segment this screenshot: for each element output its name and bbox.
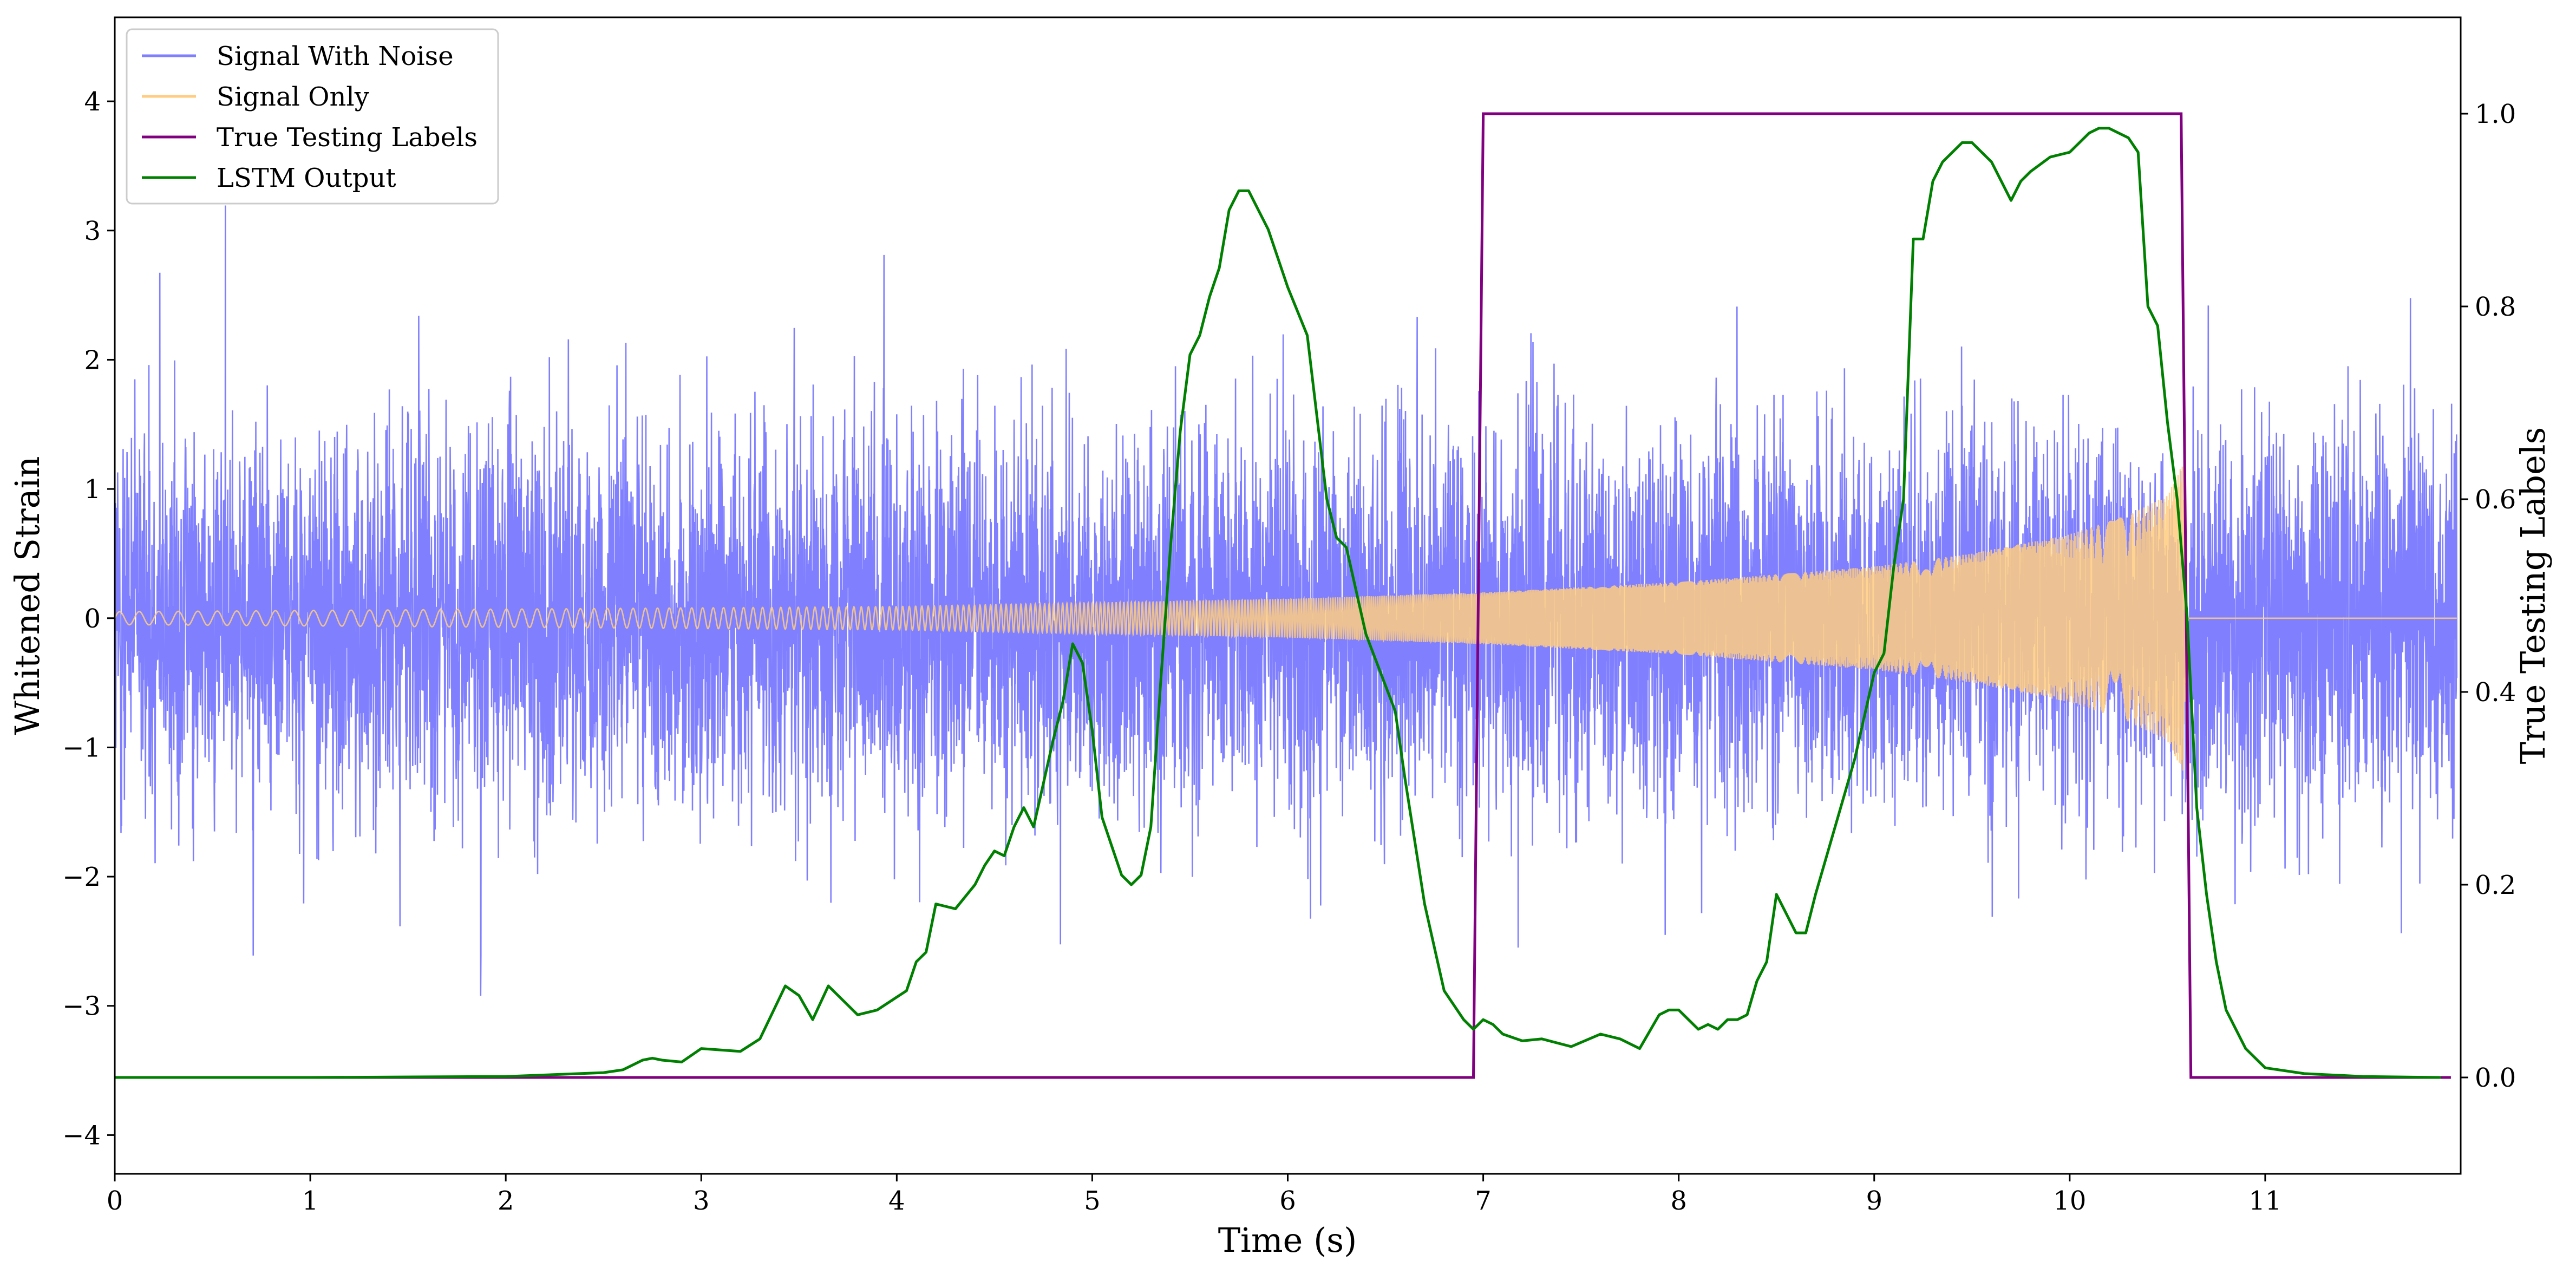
y-tick-label: −4	[62, 1120, 101, 1151]
legend-item: Signal With Noise	[142, 41, 454, 71]
legend: Signal With Noise Signal Only True Testing…	[126, 28, 499, 205]
signal-only-layer	[115, 466, 2457, 771]
x-tick-label: 2	[498, 1186, 514, 1216]
x-tick-label: 8	[1670, 1186, 1687, 1216]
signal-only-line	[115, 466, 2457, 771]
legend-item: LSTM Output	[142, 163, 396, 193]
y-tick-label: −3	[62, 991, 101, 1022]
y-tick-label: 1	[84, 474, 101, 505]
y-tick-label: −1	[62, 733, 101, 763]
y2-axis-title: True Testing Labels	[2513, 427, 2553, 765]
y-axis-title: Whitened Strain	[8, 456, 47, 735]
legend-label: Signal Only	[217, 82, 369, 112]
legend-label: Signal With Noise	[217, 41, 454, 71]
x-tick-label: 5	[1084, 1186, 1101, 1216]
x-tick-label: 9	[1866, 1186, 1882, 1216]
legend-item: True Testing Labels	[142, 122, 478, 153]
y2-tick-label: 0.0	[2475, 1063, 2516, 1093]
true-testing-labels-layer	[115, 112, 2451, 1079]
x-tick-label: 10	[2053, 1186, 2086, 1216]
x-tick-label: 0	[107, 1186, 123, 1216]
y2-tick-label: 0.8	[2475, 292, 2516, 322]
lstm-output-line	[115, 127, 2441, 1079]
y-tick-label: 2	[84, 345, 101, 375]
x-tick-label: 7	[1475, 1186, 1492, 1216]
y2-tick-label: 0.4	[2475, 677, 2516, 708]
y2-tick-label: 0.6	[2475, 485, 2516, 515]
y2-tick-label: 0.2	[2475, 870, 2516, 900]
legend-box	[126, 28, 499, 205]
true-testing-labels-line	[115, 112, 2451, 1079]
legend-item: Signal Only	[142, 82, 369, 112]
x-tick-label: 3	[693, 1186, 710, 1216]
y-tick-label: −2	[62, 862, 101, 892]
x-axis-title: Time (s)	[1218, 1220, 1357, 1260]
y-tick-label: 3	[84, 216, 101, 246]
y2-tick-label: 1.0	[2475, 99, 2516, 129]
y-tick-label: 4	[84, 87, 101, 117]
x-tick-label: 6	[1279, 1186, 1296, 1216]
y-tick-label: 0	[84, 604, 101, 634]
legend-label: True Testing Labels	[217, 122, 478, 153]
legend-label: LSTM Output	[217, 163, 396, 193]
lstm-output-layer	[115, 127, 2441, 1079]
x-tick-label: 4	[888, 1186, 905, 1216]
x-tick-label: 11	[2248, 1186, 2281, 1216]
axes-layer: 0 1 2 3 4 5 6 7 8 9 10 11 −4 −3 −2 −1 0 1 2 3 4 0.0 0.2 0.4 0.6 0…	[62, 87, 2516, 1216]
x-tick-label: 1	[302, 1186, 319, 1216]
